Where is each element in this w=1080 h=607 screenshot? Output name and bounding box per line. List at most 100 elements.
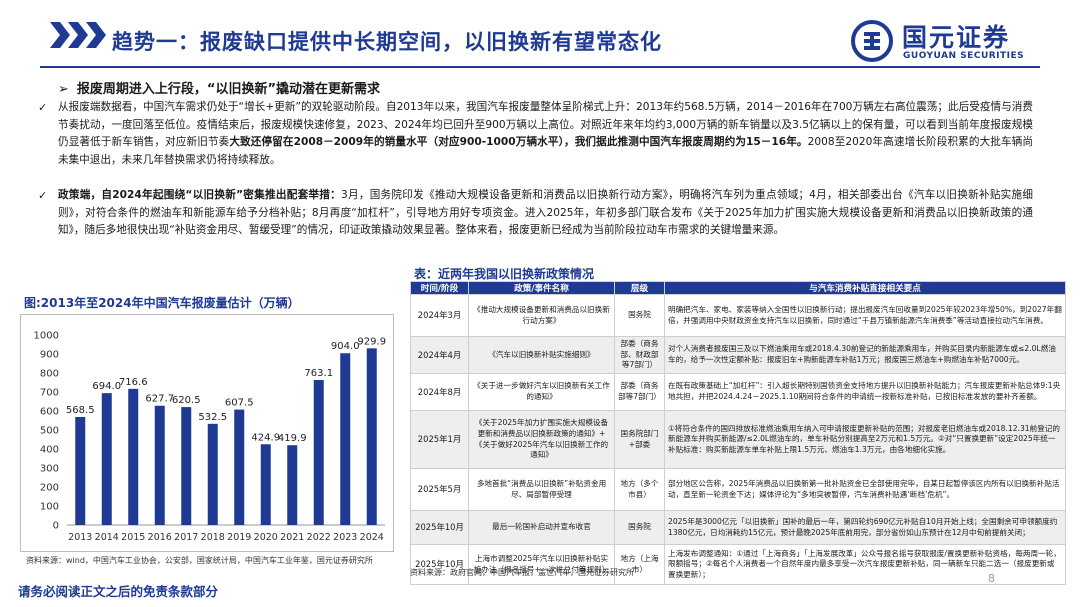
table-row: 2024年8月 《关于进一步做好汽车以旧换新有关工作的通知》 部委（商务部等7部门）… (410, 373, 1066, 411)
cell-points: 对个人消费者报废国三及以下燃油乘用车或2018.4.30前登记的新能源乘用车，并… (664, 336, 1066, 374)
paragraph-scrapping-a: 从报废端数据看，中国汽车需求仍处于“增长+更新”的双轮驱动阶段。自2013年以来… (58, 101, 1033, 149)
table-row: 2025年1月 《关于2025年加力扩围实施大规模设备更新和消费品以旧换新政策的通… (410, 410, 1066, 469)
x-tick-label: 2024 (360, 532, 384, 543)
y-tick-label: 600 (40, 407, 59, 418)
bar (287, 445, 298, 525)
disclaimer-footer: 请务必阅读正文之后的免责条款部分 (18, 584, 219, 599)
x-tick-label: 2018 (201, 532, 225, 543)
bar (75, 416, 86, 525)
header-points: 与汽车消费补贴直接相关要点 (664, 281, 1066, 295)
cell-time: 2024年8月 (410, 373, 469, 411)
cell-points: 部分地区公告称，2025年消费品以旧换新第一批补贴资金已全部使用完毕，自某日起暂… (664, 468, 1066, 511)
cell-level: 部委（商务部、财政部等7部门） (614, 336, 665, 374)
cell-time: 2025年10月 (410, 510, 469, 545)
y-tick-label: 900 (40, 350, 59, 361)
logo-text-en: GUOYUAN SECURITIES (903, 51, 1025, 61)
chart-source: 资料来源：wind，中国汽车工业协会，公安部，国家统计局，中国汽车工业年鉴，国元… (26, 556, 373, 565)
x-tick-label: 2017 (174, 532, 198, 543)
table-title: 表：近两年我国以旧换新政策情况 (414, 267, 595, 281)
y-tick-label: 200 (40, 483, 59, 494)
paragraph-policy: ✓ 政策端，自2024年起围绕“以旧换新”密集推出配套举措：3月，国务院印发《推… (38, 187, 1033, 240)
y-tick-label: 100 (40, 502, 59, 513)
section-lead-text: 报废周期进入上行段，“以旧换新”撬动潜在更新需求 (76, 82, 380, 97)
chart-frame: 0 100 200 300 400 500 600 700 800 900 1000 568.5 201… (20, 314, 394, 552)
cell-points: 明确把汽车、家电、家装等纳入全国性以旧换新行动；提出报废汽车回收量到2025年较… (664, 294, 1066, 337)
cell-level: 部委（商务部等7部门） (614, 373, 665, 411)
cell-time: 2025年1月 (410, 410, 469, 469)
cell-policy: 多地首批“消费品以旧换新”补贴资金用尽、局部暂停受理 (468, 468, 615, 511)
cell-level: 地方（多个市县） (614, 468, 665, 511)
cell-policy: 上海市调整2025年汽车以旧换新补贴实施办法（报名摇号+一次性兑付等规则） (468, 544, 615, 585)
cell-level: 国务院部门+部委 (614, 410, 665, 469)
cell-policy: 《汽车以旧换新补贴实施细则》 (468, 336, 615, 374)
cell-level: 国务院 (614, 294, 665, 337)
x-tick-label: 2023 (333, 532, 357, 543)
data-label: 694.0 (92, 381, 121, 392)
policy-table-header: 时间/阶段 政策/事件名称 层级 与汽车消费补贴直接相关要点 (410, 281, 1066, 295)
data-label: 904.0 (331, 341, 360, 352)
y-tick-label: 300 (40, 464, 59, 475)
page-title: 趋势一：报废缺口提供中长期空间，以旧换新有望常态化 (112, 29, 662, 54)
x-tick-label: 2022 (307, 532, 331, 543)
bar (340, 353, 351, 525)
policy-table: 时间/阶段 政策/事件名称 层级 与汽车消费补贴直接相关要点 2024年3月 《推… (410, 281, 1066, 585)
x-tick-label: 2013 (68, 532, 92, 543)
x-tick-label: 2020 (254, 532, 278, 543)
paragraph-scrapping-c: 2008至2020年高速增长阶段积累的大批车辆尚未集中退出，未来几年替换需求仍将… (58, 136, 1034, 166)
cell-time: 2024年3月 (410, 294, 469, 337)
table-row: 2025年5月 多地首批“消费品以旧换新”补贴资金用尽、局部暂停受理 地方（多个市县… (410, 468, 1066, 511)
header-time: 时间/阶段 (410, 281, 469, 295)
x-tick-label: 2016 (148, 532, 172, 543)
bar (181, 407, 192, 525)
x-tick-label: 2014 (95, 532, 119, 543)
data-label: 716.6 (119, 377, 148, 388)
bar (313, 380, 324, 525)
cell-points: 2025年是3000亿元「以旧换新」国补的最后一年，第四轮约690亿元补贴自10… (664, 510, 1066, 545)
chevron-arrows-icon (50, 22, 106, 48)
cell-policy: 《推动大规模设备更新和消费品以旧换新行动方案》 (468, 294, 615, 337)
cell-time: 2025年10月 (410, 544, 469, 585)
y-tick-label: 500 (40, 426, 59, 437)
header-level: 层级 (614, 281, 665, 295)
x-tick-label: 2015 (121, 532, 145, 543)
y-tick-label: 400 (40, 445, 59, 456)
y-tick-label: 800 (40, 369, 59, 380)
paragraph-scrapping: ✓ 从报废端数据看，中国汽车需求仍处于“增长+更新”的双轮驱动阶段。自2013年… (38, 99, 1034, 169)
cell-points: ①将符合条件的国四排放标准燃油乘用车纳入可申请报废更新补贴的范围；对报废老旧燃油… (664, 410, 1066, 469)
arrow-bullet-icon: ➢ (58, 82, 69, 97)
bar (260, 444, 271, 525)
data-label: 607.5 (225, 398, 254, 409)
logo-mark-icon (851, 20, 893, 62)
bar (101, 393, 112, 525)
chart-title: 图:2013年至2024年中国汽车报废量估计（万辆） (24, 296, 300, 310)
data-label: 424.9 (251, 432, 280, 443)
cell-policy: 《关于进一步做好汽车以旧换新有关工作的通知》 (468, 373, 615, 411)
y-tick-label: 700 (40, 388, 59, 399)
section-lead: ➢ 报废周期进入上行段，“以旧换新”撬动潜在更新需求 (58, 78, 380, 97)
cell-time: 2024年4月 (410, 336, 469, 374)
cell-level: 国务院 (614, 510, 665, 545)
bar (234, 409, 245, 525)
table-source: 资料来源：政府官网，中国汽车报，盖世汽车，国元证券研究所 (410, 568, 634, 577)
bar (154, 405, 165, 525)
scrapping-volume-bar-chart: 0 100 200 300 400 500 600 700 800 900 1000 568.5 201… (34, 331, 387, 544)
cell-points: 上海发布调整通知：①通过「上海商务」「上海发展改革」公众号报名摇号获取报废/置换… (664, 544, 1066, 585)
header-policy: 政策/事件名称 (468, 281, 615, 295)
data-label: 627.7 (145, 394, 174, 405)
bar (207, 423, 218, 525)
data-label: 568.5 (66, 405, 95, 416)
paragraph-policy-b: 3月，国务院印发《推动大规模设备更新和消费品以旧换新行动方案》，明确将汽车列为重… (58, 189, 1033, 237)
data-label: 763.1 (304, 368, 333, 379)
cell-policy: 《关于2025年加力扩围实施大规模设备更新和消费品以旧换新政策的通知》+《关于做… (468, 410, 615, 469)
check-bullet-icon: ✓ (38, 189, 48, 202)
x-tick-label: 2019 (227, 532, 251, 543)
check-bullet-icon: ✓ (38, 101, 48, 114)
bar (366, 348, 377, 525)
bar (128, 388, 139, 525)
data-label: 929.9 (357, 336, 386, 347)
table-row: 2024年4月 《汽车以旧换新补贴实施细则》 部委（商务部、财政部等7部门） 对个人消… (410, 336, 1066, 374)
table-row: 2025年10月 最后一轮国补启动并宣布收官 国务院 2025年是3000亿元「以旧换… (410, 510, 1066, 545)
data-label: 419.9 (278, 433, 307, 444)
cell-level: 地方（上海市） (614, 544, 665, 585)
cell-policy: 最后一轮国补启动并宣布收官 (468, 510, 615, 545)
